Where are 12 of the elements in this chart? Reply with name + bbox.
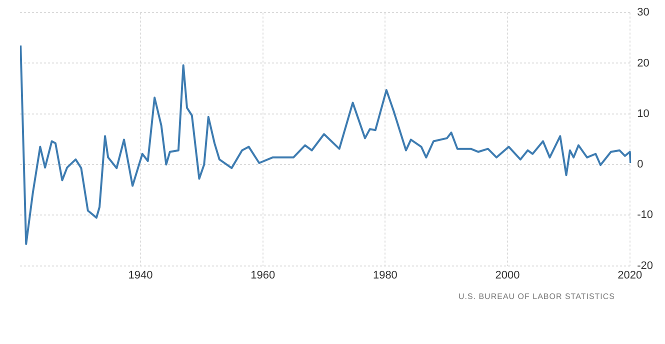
y-tick-label: 10 — [637, 108, 650, 120]
x-tick-label: 1940 — [128, 269, 153, 282]
y-tick-label: 0 — [637, 158, 644, 171]
y-tick-label: 20 — [637, 57, 650, 70]
y-tick-label: -20 — [637, 260, 654, 272]
text: U.S. BUREAU OF LABOR STATISTICS — [458, 292, 615, 301]
x-tick-label: 2000 — [495, 269, 520, 282]
y-tick-label: 30 — [637, 6, 650, 19]
x-tick-label: 1980 — [372, 269, 398, 282]
x-tick-label: 2020 — [618, 269, 642, 282]
y-tick-label: -10 — [637, 209, 654, 222]
x-tick-label: 1960 — [250, 269, 276, 282]
